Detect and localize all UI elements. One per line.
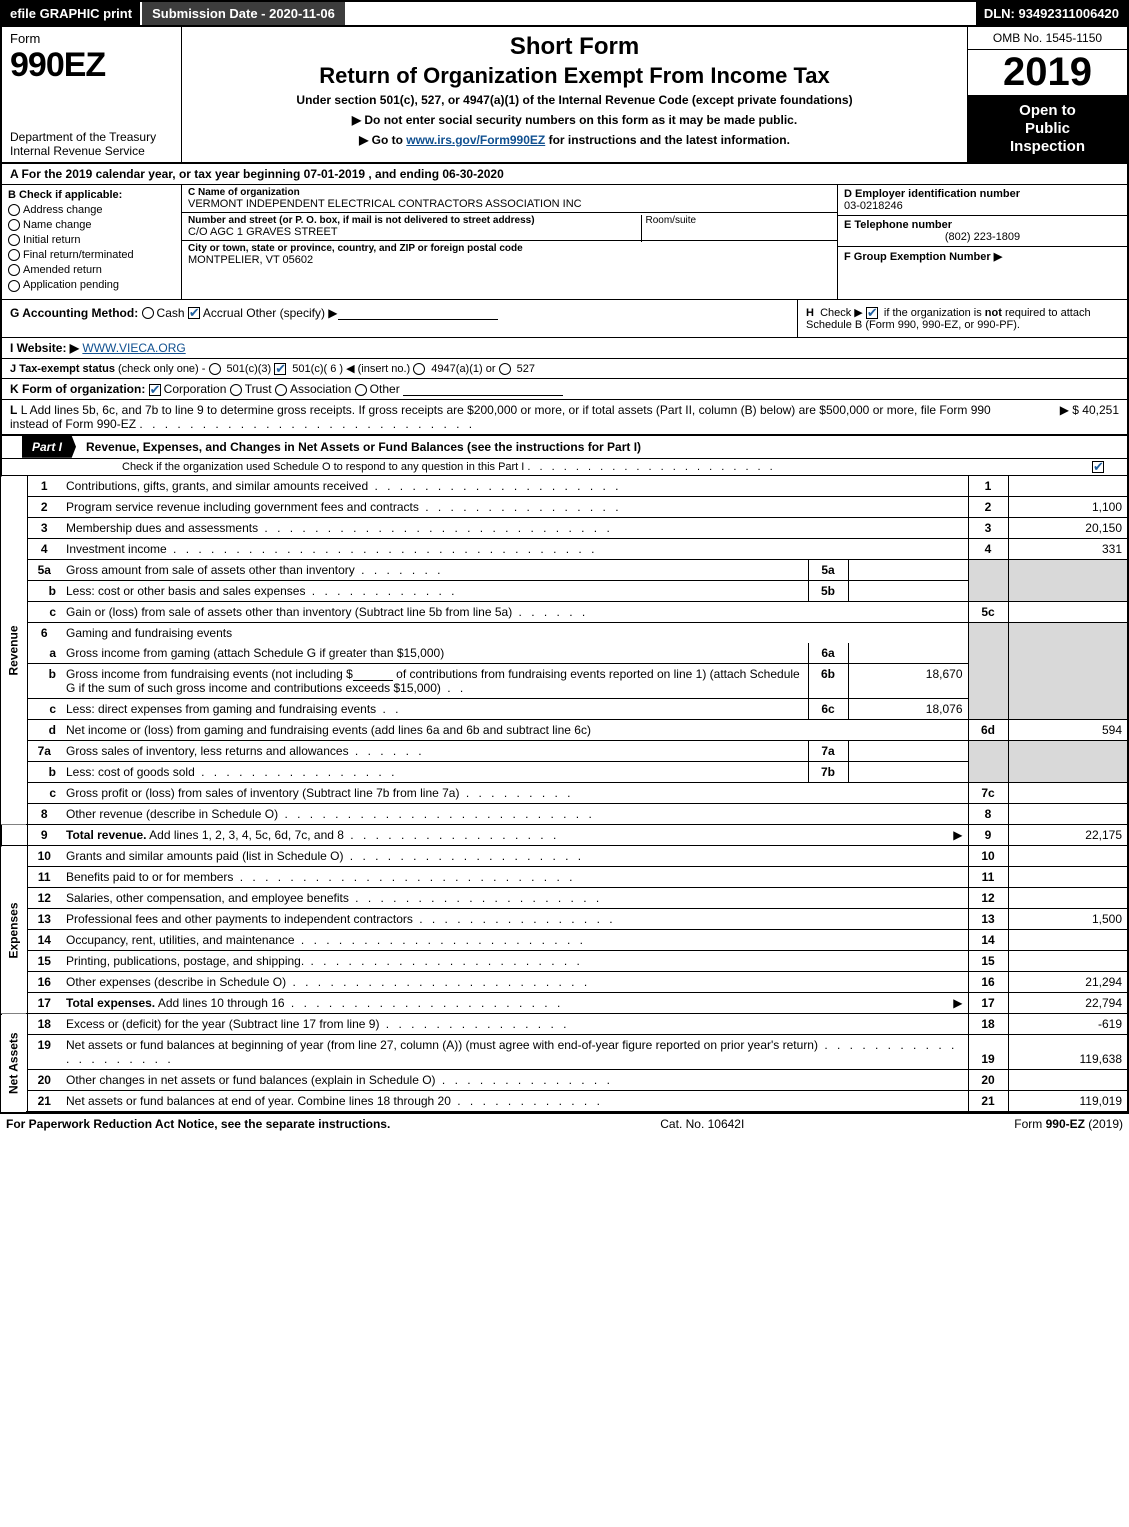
- form-header: Form 990EZ Department of the Treasury In…: [0, 27, 1129, 164]
- line-j: J Tax-exempt status (check only one) - 5…: [0, 359, 1129, 379]
- d-label: D Employer identification number: [844, 188, 1121, 200]
- footer-cat-no: Cat. No. 10642I: [660, 1117, 744, 1131]
- goto-line: ▶ Go to www.irs.gov/Form990EZ for instru…: [190, 133, 959, 147]
- j-501c-checkbox[interactable]: [274, 363, 286, 375]
- k-trust-radio[interactable]: [230, 384, 242, 396]
- section-gh: G Accounting Method: Cash Accrual Other …: [0, 300, 1129, 338]
- tax-year: 2019: [968, 50, 1127, 96]
- ssn-warning: ▶ Do not enter social security numbers o…: [190, 113, 959, 127]
- c-city-label: City or town, state or province, country…: [188, 243, 831, 254]
- cb-amended-return[interactable]: Amended return: [8, 264, 175, 276]
- line-l: L L Add lines 5b, 6c, and 7b to line 9 t…: [0, 400, 1129, 435]
- k-other-input[interactable]: [403, 382, 563, 396]
- footer-form-ref: Form 990-EZ (2019): [1014, 1117, 1123, 1131]
- dln-label: DLN: 93492311006420: [976, 2, 1127, 25]
- subtitle: Under section 501(c), 527, or 4947(a)(1)…: [190, 93, 959, 107]
- g-cash-radio[interactable]: [142, 307, 154, 319]
- e-label: E Telephone number: [844, 219, 1121, 231]
- top-bar: efile GRAPHIC print Submission Date - 20…: [0, 0, 1129, 27]
- header-right: OMB No. 1545-1150 2019 Open to Public In…: [967, 27, 1127, 162]
- line-h: H Check ▶ if the organization is not req…: [797, 300, 1127, 337]
- footer-left: For Paperwork Reduction Act Notice, see …: [6, 1117, 390, 1131]
- expenses-table: Expenses 10 Grants and similar amounts p…: [0, 846, 1129, 1014]
- k-label: K Form of organization:: [10, 382, 145, 396]
- line-k: K Form of organization: Corporation Trus…: [0, 379, 1129, 400]
- b-header: B Check if applicable:: [8, 189, 175, 201]
- ein-value: 03-0218246: [844, 200, 1121, 212]
- c-addr-label: Number and street (or P. O. box, if mail…: [188, 215, 831, 226]
- public: Public: [972, 120, 1123, 138]
- form-word: Form: [10, 31, 173, 46]
- open-public-badge: Open to Public Inspection: [968, 96, 1127, 162]
- part1-header: Part I Revenue, Expenses, and Changes in…: [0, 435, 1129, 459]
- h-checkbox[interactable]: [866, 307, 878, 319]
- cb-address-change[interactable]: Address change: [8, 204, 175, 216]
- goto-post: for instructions and the latest informat…: [545, 133, 790, 147]
- revenue-table: Revenue 1 Contributions, gifts, grants, …: [0, 476, 1129, 846]
- cb-name-change[interactable]: Name change: [8, 219, 175, 231]
- g-accrual-checkbox[interactable]: [188, 307, 200, 319]
- line-desc: Contributions, gifts, grants, and simila…: [66, 479, 368, 493]
- section-c: C Name of organization VERMONT INDEPENDE…: [182, 185, 837, 299]
- net-assets-table: Net Assets 18 Excess or (deficit) for th…: [0, 1014, 1129, 1113]
- g-other-input[interactable]: [338, 306, 498, 320]
- header-mid: Short Form Return of Organization Exempt…: [182, 27, 967, 162]
- room-suite-label: Room/suite: [641, 215, 697, 242]
- part1-title: Revenue, Expenses, and Changes in Net As…: [76, 440, 1127, 454]
- cb-final-return[interactable]: Final return/terminated: [8, 249, 175, 261]
- part1-schedule-o-checkbox[interactable]: [1092, 461, 1104, 473]
- section-bcdef: B Check if applicable: Address change Na…: [0, 185, 1129, 300]
- g-label: G Accounting Method:: [10, 306, 138, 320]
- line-i: I Website: ▶ WWW.VIECA.ORG: [0, 338, 1129, 359]
- f-label: F Group Exemption Number ▶: [844, 251, 1002, 263]
- inspection: Inspection: [972, 138, 1123, 156]
- j-4947-radio[interactable]: [413, 363, 425, 375]
- dots-icon: . . . . . . . . . . . . . . . . . . . . …: [527, 461, 775, 473]
- revenue-side-label: Revenue: [1, 476, 27, 825]
- part1-sub: Check if the organization used Schedule …: [0, 459, 1129, 476]
- org-city: MONTPELIER, VT 05602: [188, 254, 831, 266]
- 6b-amount-input[interactable]: [353, 667, 393, 681]
- k-assoc-radio[interactable]: [275, 384, 287, 396]
- part1-tag: Part I: [22, 436, 76, 458]
- topbar-spacer: [345, 2, 976, 25]
- page-footer: For Paperwork Reduction Act Notice, see …: [0, 1113, 1129, 1134]
- l-amount: ▶ $ 40,251: [999, 403, 1119, 431]
- website-link[interactable]: WWW.VIECA.ORG: [82, 341, 185, 355]
- j-501c3-radio[interactable]: [209, 363, 221, 375]
- line-g: G Accounting Method: Cash Accrual Other …: [2, 300, 797, 337]
- omb-number: OMB No. 1545-1150: [968, 27, 1127, 50]
- expenses-side-label: Expenses: [1, 846, 27, 1014]
- title-short-form: Short Form: [190, 33, 959, 61]
- line-a: A For the 2019 calendar year, or tax yea…: [0, 164, 1129, 185]
- header-left: Form 990EZ Department of the Treasury In…: [2, 27, 182, 162]
- irs-link[interactable]: www.irs.gov/Form990EZ: [406, 133, 545, 147]
- c-name-label: C Name of organization: [188, 187, 831, 198]
- title-return: Return of Organization Exempt From Incom…: [190, 63, 959, 89]
- form-number: 990EZ: [10, 46, 173, 85]
- line-numcol: 1: [968, 476, 1008, 497]
- dots-icon: . . . . . . . . . . . . . . . . . . . . …: [139, 417, 475, 431]
- org-name: VERMONT INDEPENDENT ELECTRICAL CONTRACTO…: [188, 198, 831, 210]
- department-label: Department of the Treasury Internal Reve…: [10, 130, 173, 158]
- section-def: D Employer identification number 03-0218…: [837, 185, 1127, 299]
- j-527-radio[interactable]: [499, 363, 511, 375]
- i-label: I Website: ▶: [10, 341, 79, 355]
- submission-date: Submission Date - 2020-11-06: [140, 2, 345, 25]
- line-num: 1: [27, 476, 61, 497]
- open-to: Open to: [972, 102, 1123, 120]
- phone-value: (802) 223-1809: [844, 231, 1121, 243]
- line-value: [1008, 476, 1128, 497]
- cb-application-pending[interactable]: Application pending: [8, 279, 175, 291]
- efile-label[interactable]: efile GRAPHIC print: [2, 2, 140, 25]
- goto-pre: ▶ Go to: [359, 133, 406, 147]
- org-address: C/O AGC 1 GRAVES STREET: [188, 226, 831, 238]
- k-other-radio[interactable]: [355, 384, 367, 396]
- netassets-side-label: Net Assets: [1, 1014, 27, 1112]
- section-b: B Check if applicable: Address change Na…: [2, 185, 182, 299]
- cb-initial-return[interactable]: Initial return: [8, 234, 175, 246]
- k-corp-checkbox[interactable]: [149, 384, 161, 396]
